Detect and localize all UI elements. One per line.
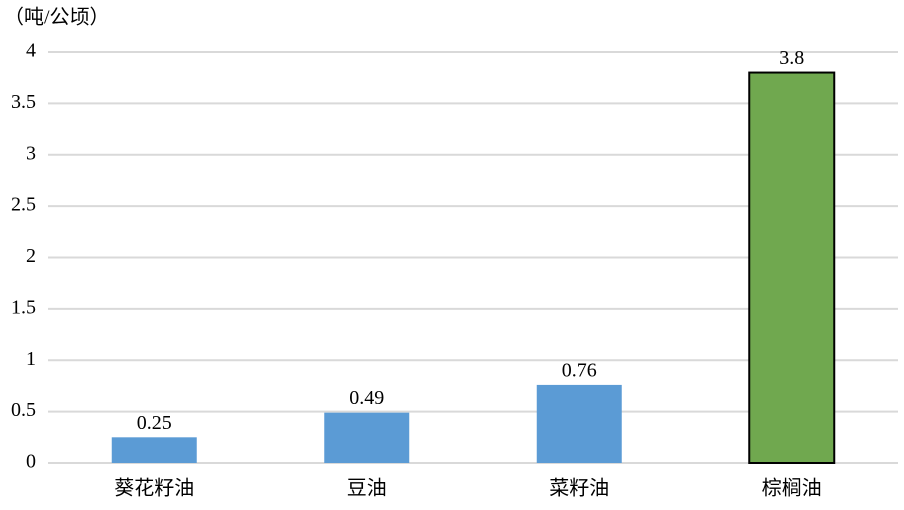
bar: [324, 412, 410, 463]
value-label: 0.25: [137, 412, 172, 434]
y-tick-label: 1.5: [11, 296, 36, 318]
y-axis-label: （吨/公顷）: [4, 6, 110, 29]
y-tick-label: 1: [26, 348, 36, 370]
value-label: 0.49: [349, 387, 384, 409]
x-tick-label: 棕榈油: [762, 477, 822, 500]
bar: [748, 71, 836, 465]
y-tick-label: 0.5: [11, 399, 36, 421]
x-tick-label: 菜籽油: [549, 477, 609, 500]
y-tick-label: 4: [26, 40, 36, 62]
x-tick-label: 葵花籽油: [114, 477, 194, 500]
y-tick-label: 2: [26, 245, 36, 267]
bar: [536, 384, 622, 463]
value-label: 3.8: [779, 47, 804, 69]
bar: [111, 437, 197, 463]
y-tick-label: 3.5: [11, 91, 36, 113]
y-tick-label: 0: [26, 451, 36, 473]
x-tick-label: 豆油: [347, 477, 387, 500]
y-tick-label: 3: [26, 142, 36, 164]
y-tick-label: 2.5: [11, 194, 36, 216]
value-label: 0.76: [562, 360, 597, 382]
